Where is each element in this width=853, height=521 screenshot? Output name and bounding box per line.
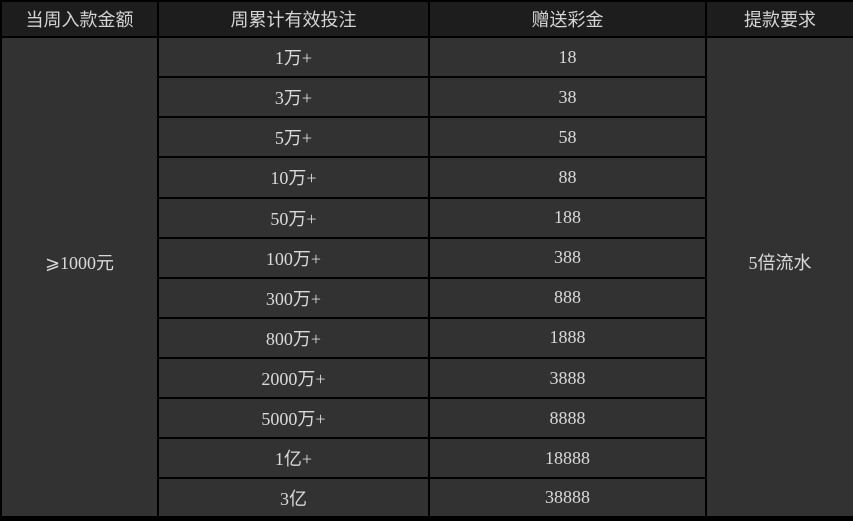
bet-cell: 100万+ xyxy=(157,236,430,279)
bonus-cell: 1888 xyxy=(428,316,707,360)
table-row: 100万+ 388 xyxy=(1,236,853,279)
header-row: 当周入款金额 周累计有效投注 赠送彩金 提款要求 xyxy=(0,0,853,38)
table-row: 3万+ 38 xyxy=(1,76,853,119)
bet-cell: 3亿 xyxy=(157,477,430,520)
table-row: 3亿 38888 xyxy=(1,477,853,520)
bet-cell: 1亿+ xyxy=(157,437,430,480)
bonus-cell: 3888 xyxy=(428,356,707,400)
table-row: 300万+ 888 xyxy=(1,276,853,319)
table-row: 5000万+ 8888 xyxy=(1,397,853,440)
table-row: 2000万+ 3888 xyxy=(1,356,853,400)
bet-cell: 5万+ xyxy=(157,116,430,159)
table-body: ⩾1000元 1万+ 18 5倍流水 3万+ 38 5万+ 58 10万+ 88… xyxy=(0,35,853,520)
withdrawal-requirement-cell: 5倍流水 xyxy=(705,36,853,520)
bonus-cell: 38 xyxy=(428,76,707,119)
bet-cell: 1万+ xyxy=(157,35,430,79)
table-header: 当周入款金额 周累计有效投注 赠送彩金 提款要求 xyxy=(0,0,853,38)
bonus-cell: 38888 xyxy=(428,477,707,520)
bet-cell: 3万+ xyxy=(157,76,430,119)
bet-cell: 300万+ xyxy=(157,276,430,319)
table-row: 1亿+ 18888 xyxy=(1,437,853,480)
header-bonus: 赠送彩金 xyxy=(428,0,707,38)
bonus-cell: 18 xyxy=(428,35,707,79)
bet-cell: 2000万+ xyxy=(157,356,430,400)
bonus-cell: 888 xyxy=(428,276,707,319)
table-row: 800万+ 1888 xyxy=(1,316,853,360)
bonus-cell: 8888 xyxy=(428,397,707,440)
bonus-cell: 188 xyxy=(428,196,707,239)
table-row: ⩾1000元 1万+ 18 5倍流水 xyxy=(0,35,853,520)
bet-cell: 50万+ xyxy=(157,196,430,239)
bonus-cell: 388 xyxy=(428,236,707,279)
table-row: 5万+ 58 xyxy=(1,116,853,159)
bet-cell: 800万+ xyxy=(157,316,430,360)
bet-cell: 10万+ xyxy=(157,156,430,199)
deposit-amount-cell: ⩾1000元 xyxy=(0,36,159,520)
bonus-cell: 88 xyxy=(428,156,707,199)
bonus-cell: 18888 xyxy=(428,437,707,480)
table-row: 50万+ 188 xyxy=(1,196,853,239)
table-row: 10万+ 88 xyxy=(1,156,853,199)
header-withdrawal-requirement: 提款要求 xyxy=(705,0,853,38)
bonus-cell: 58 xyxy=(428,116,707,159)
bet-cell: 5000万+ xyxy=(157,397,430,440)
header-valid-bets: 周累计有效投注 xyxy=(157,0,430,38)
header-deposit-amount: 当周入款金额 xyxy=(0,0,159,38)
